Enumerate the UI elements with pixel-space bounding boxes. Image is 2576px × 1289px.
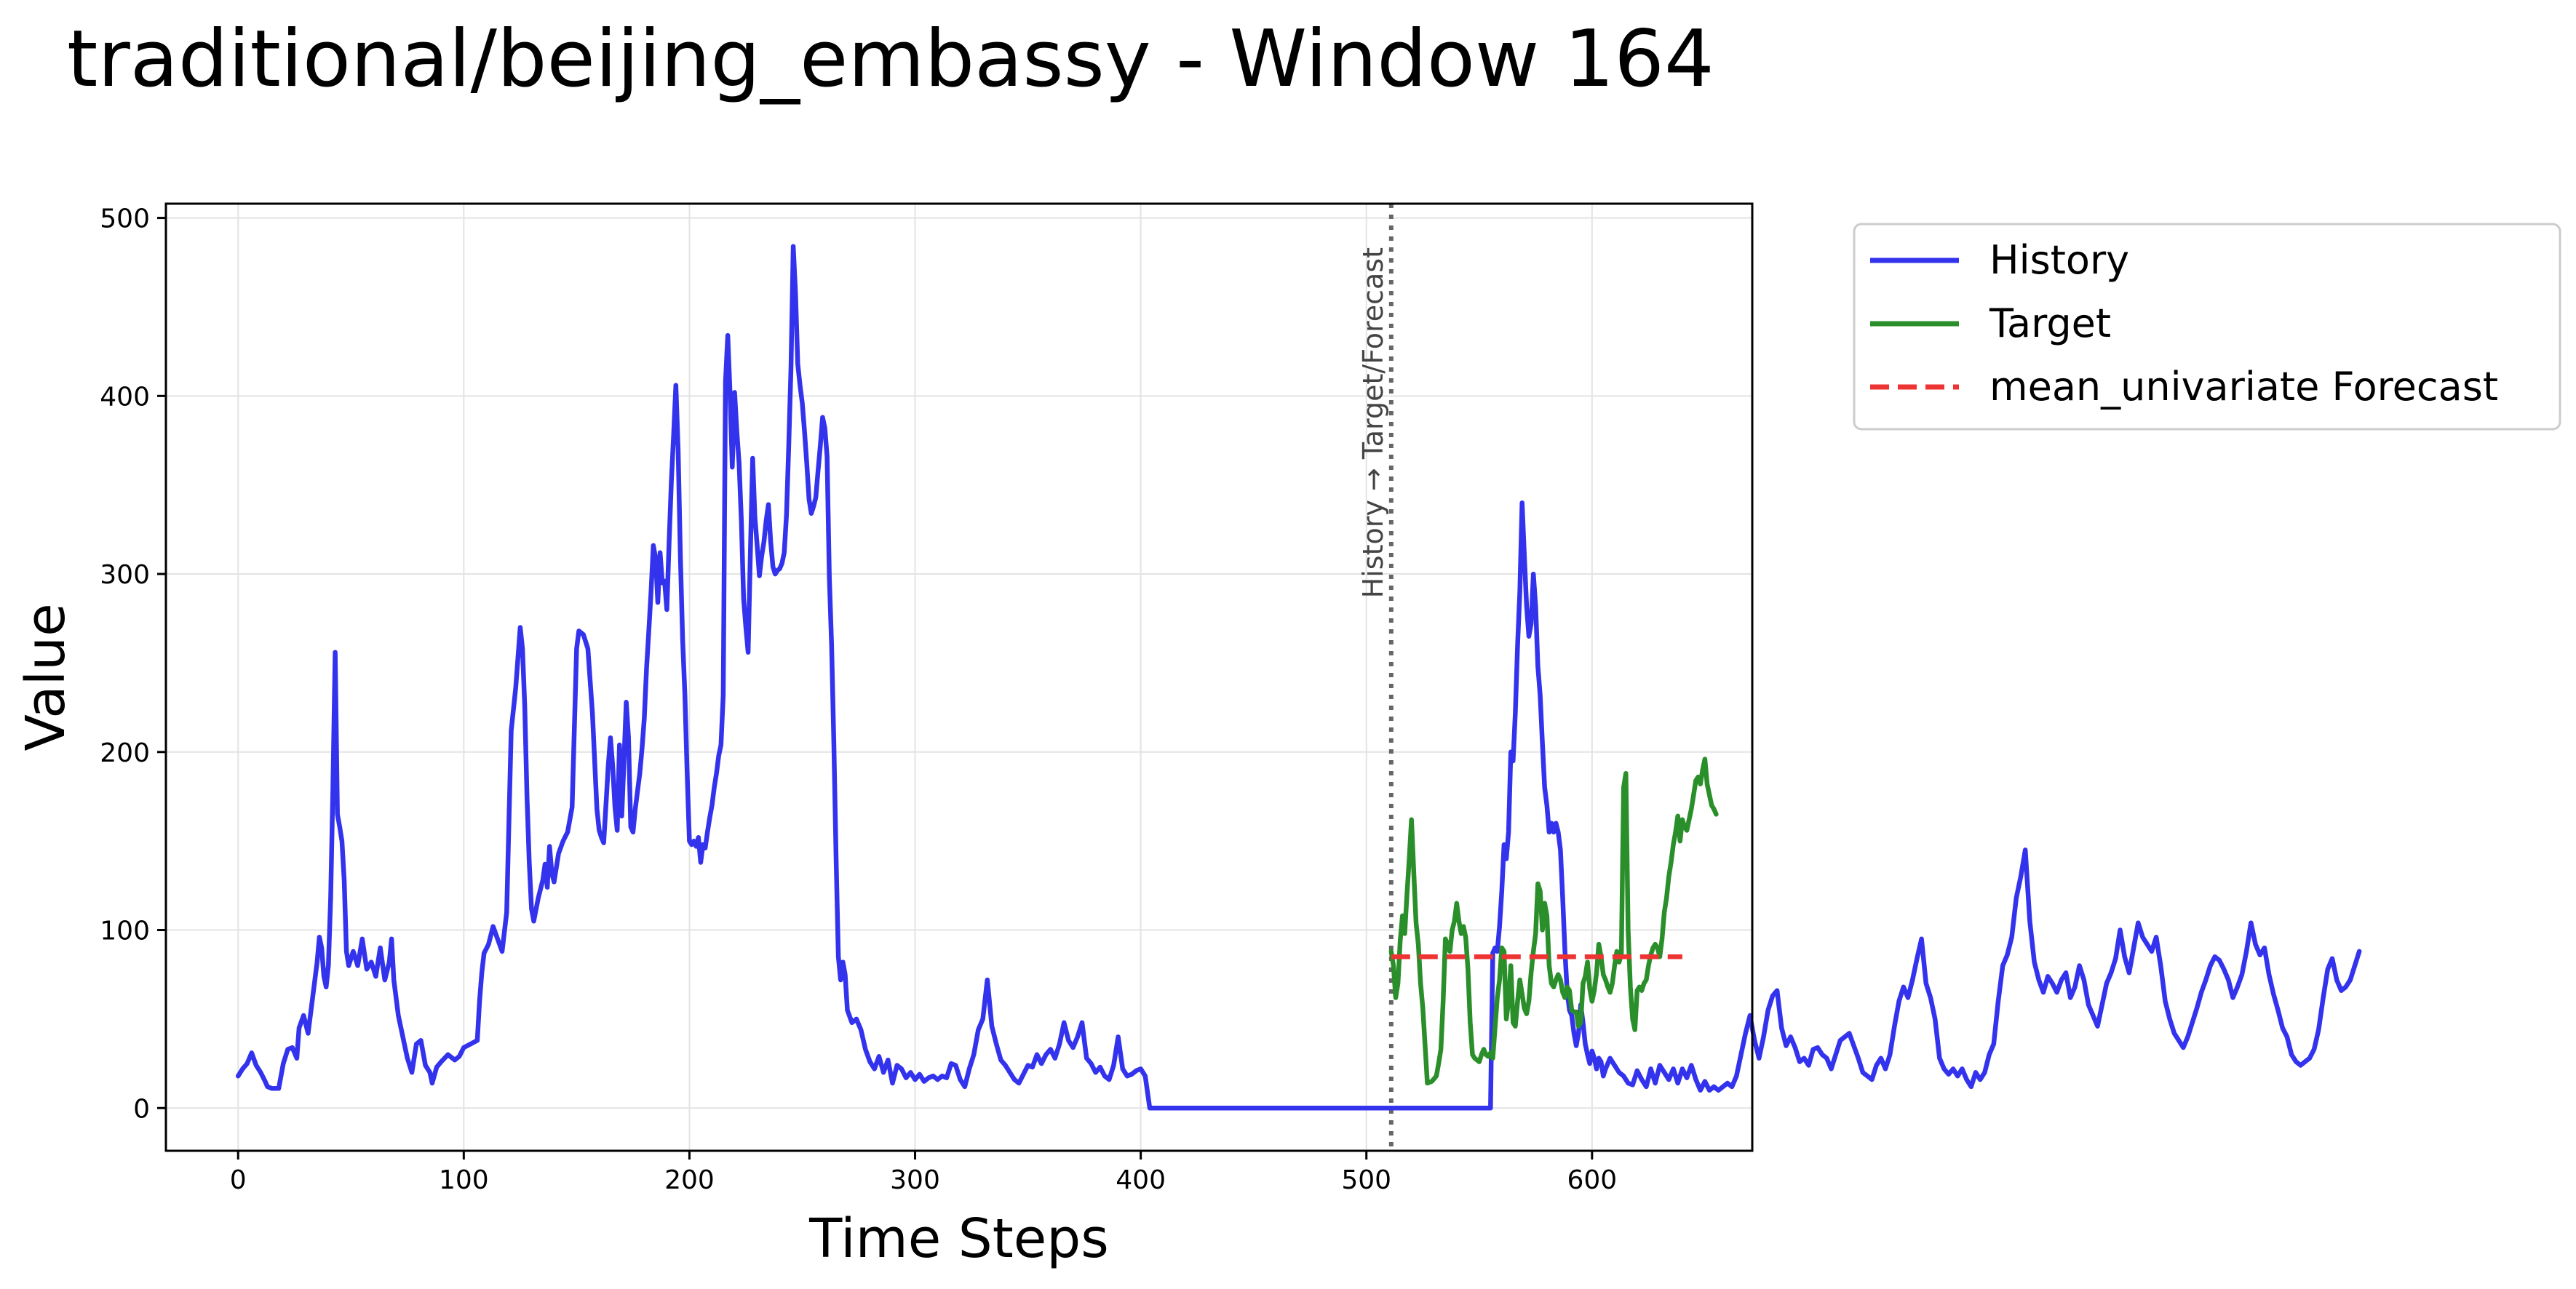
legend-label-forecast: mean_univariate Forecast bbox=[1989, 364, 2498, 410]
y-tick-label: 100 bbox=[100, 917, 150, 946]
x-tick-label: 500 bbox=[1341, 1165, 1391, 1195]
y-tick-label: 500 bbox=[100, 204, 150, 234]
grid-layer bbox=[166, 204, 1752, 1151]
y-axis-label: Value bbox=[15, 603, 77, 751]
x-tick-label: 400 bbox=[1116, 1165, 1166, 1195]
y-tick-label: 300 bbox=[100, 560, 150, 590]
x-tick-label: 100 bbox=[439, 1165, 489, 1195]
x-tick-label: 200 bbox=[664, 1165, 715, 1195]
legend-label-history: History bbox=[1989, 237, 2129, 283]
legend-label-target: Target bbox=[1989, 300, 2111, 346]
legend-box bbox=[1853, 223, 2561, 431]
y-tick-label: 200 bbox=[100, 738, 150, 768]
x-tick-label: 300 bbox=[890, 1165, 940, 1195]
x-ticks: 0 100 200 300 400 500 600 bbox=[230, 1151, 1617, 1195]
series-layer bbox=[235, 244, 2362, 1111]
y-tick-label: 0 bbox=[133, 1094, 150, 1124]
chart-title: traditional/beijing_embassy - Window 164 bbox=[67, 14, 1714, 105]
plot-frame bbox=[164, 202, 1754, 1152]
y-ticks: 0 100 200 300 400 500 bbox=[100, 204, 166, 1124]
series-line-0 bbox=[235, 244, 2362, 1111]
x-axis-label: Time Steps bbox=[808, 1208, 1109, 1270]
x-tick-label: 0 bbox=[230, 1165, 247, 1195]
legend: History Target mean_univariate Forecast bbox=[1853, 223, 2561, 431]
y-tick-label: 400 bbox=[100, 382, 150, 412]
x-tick-label: 600 bbox=[1567, 1165, 1617, 1195]
series-line-1 bbox=[1388, 757, 1719, 1086]
split-annotation: History → Target/Forecast bbox=[1357, 247, 1389, 598]
